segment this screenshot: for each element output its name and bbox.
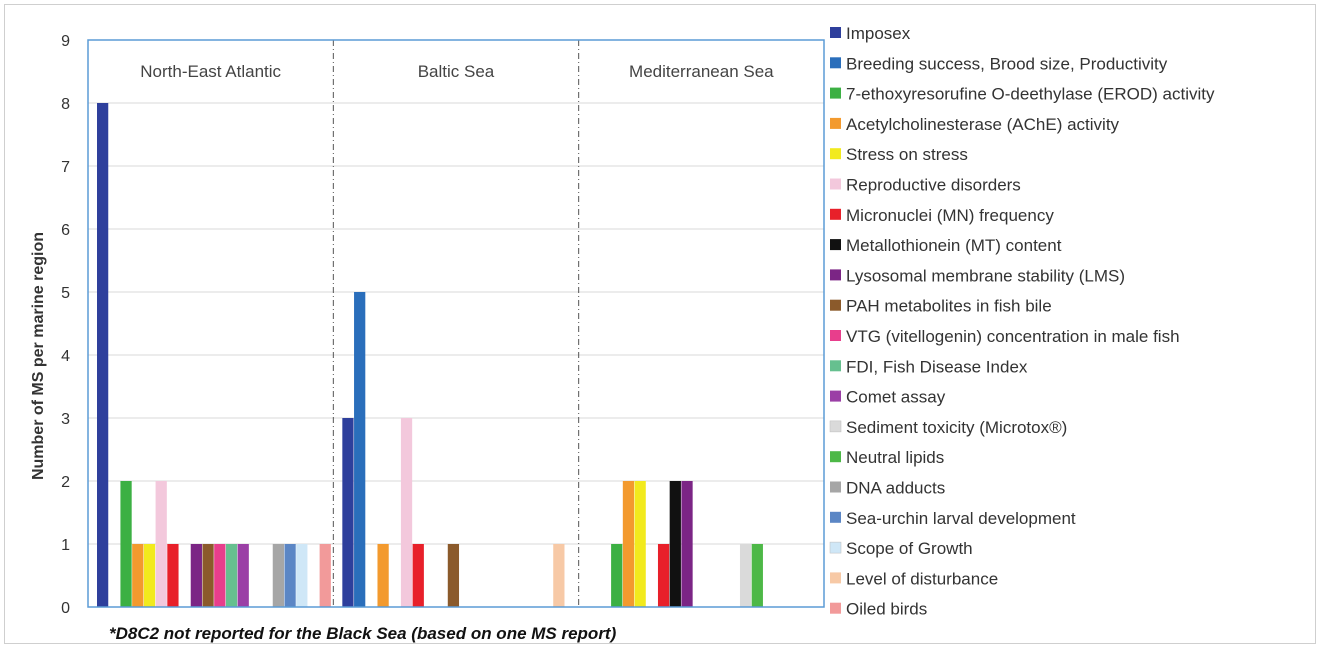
- bar: [97, 103, 109, 607]
- legend-swatch: [830, 269, 841, 281]
- y-tick-label: 4: [61, 348, 70, 365]
- bar: [751, 544, 763, 607]
- legend: Imposex Breeding success, Brood size, Pro…: [829, 24, 1215, 619]
- legend-label: Acetylcholinesterase (AChE) activity: [846, 115, 1120, 134]
- legend-label: PAH metabolites in fish bile: [846, 297, 1052, 316]
- y-ticks: 0 1 2 3 4 5 6 7 8 9: [61, 33, 70, 617]
- legend-label: Breeding success, Brood size, Productivi…: [846, 54, 1168, 73]
- legend-swatch: [830, 87, 841, 99]
- legend-label: Level of disturbance: [846, 569, 998, 588]
- legend-swatch: [830, 117, 841, 129]
- bar: [284, 544, 296, 607]
- y-tick-label: 3: [61, 411, 70, 428]
- legend-swatch: [830, 178, 841, 190]
- y-tick-label: 5: [61, 285, 70, 302]
- bar: [657, 544, 670, 607]
- y-tick-label: 7: [61, 159, 70, 176]
- bar: [132, 544, 144, 607]
- legend-label: FDI, Fish Disease Index: [846, 357, 1028, 376]
- region-label: Baltic Sea: [418, 62, 495, 81]
- bar: [319, 544, 331, 607]
- bar: [120, 481, 132, 607]
- region-label: Mediterranean Sea: [629, 62, 774, 81]
- legend-swatch: [830, 511, 841, 523]
- legend-label: DNA adducts: [846, 479, 945, 498]
- legend-swatch: [830, 330, 841, 341]
- legend-swatch: [829, 541, 842, 554]
- legend-swatch: [830, 299, 841, 311]
- plot-frame: [87, 39, 825, 608]
- bar: [400, 418, 413, 607]
- legend-swatch: [830, 27, 841, 38]
- legend-label: Scope of Growth: [846, 539, 973, 558]
- region-label: North-East Atlantic: [140, 62, 281, 81]
- bar: [296, 544, 308, 607]
- bar: [190, 544, 202, 607]
- outer-frame: [4, 4, 1316, 644]
- y-axis-label: Number of MS per marine region: [30, 232, 47, 480]
- legend-label: Oiled birds: [846, 600, 927, 619]
- legend-label: Sediment toxicity (Microtox®): [846, 418, 1067, 437]
- legend-swatch: [830, 481, 841, 493]
- legend-label: Stress on stress: [846, 145, 968, 164]
- legend-label: Lysosomal membrane stability (LMS): [846, 266, 1125, 285]
- legend-swatch: [830, 572, 841, 584]
- legend-label: Reproductive disorders: [846, 176, 1021, 195]
- legend-swatch: [830, 602, 841, 614]
- bar: [354, 292, 366, 607]
- bar: [377, 544, 389, 607]
- legend-swatch: [830, 451, 841, 463]
- legend-label: Neutral lipids: [846, 448, 944, 467]
- bar: [553, 544, 565, 607]
- bar: [167, 544, 179, 607]
- bar: [155, 481, 167, 607]
- bar: [202, 544, 214, 607]
- legend-swatch: [830, 208, 841, 220]
- bar: [634, 481, 646, 607]
- legend-label: 7-ethoxyresorufine O-deethylase (EROD) a…: [846, 85, 1215, 104]
- legend-label: VTG (vitellogenin) concentration in male…: [846, 327, 1180, 346]
- region-labels: North-East Atlantic Baltic Sea Mediterrane…: [140, 62, 774, 81]
- bar: [412, 544, 424, 607]
- y-tick-label: 6: [61, 222, 70, 239]
- bar: [272, 544, 284, 607]
- bar: [447, 544, 460, 607]
- bar: [225, 544, 238, 607]
- legend-swatch: [830, 360, 841, 372]
- legend-label: Micronuclei (MN) frequency: [846, 206, 1054, 225]
- y-tick-label: 0: [61, 600, 70, 617]
- legend-label: Comet assay: [846, 388, 946, 407]
- bar: [143, 544, 156, 607]
- bar: [669, 481, 681, 607]
- y-tick-label: 2: [61, 474, 70, 491]
- bar: [342, 418, 354, 607]
- y-tick-label: 8: [61, 96, 70, 113]
- bar: [214, 544, 226, 607]
- legend-swatch: [830, 239, 841, 251]
- legend-swatch: [829, 420, 842, 433]
- legend-label: Metallothionein (MT) content: [846, 236, 1062, 255]
- bar: [611, 544, 623, 607]
- bar: [237, 544, 249, 607]
- bar: [739, 544, 752, 607]
- legend-label: Sea-urchin larval development: [846, 509, 1076, 528]
- y-tick-label: 1: [61, 537, 70, 554]
- plot-border: [87, 39, 825, 608]
- legend-label: Imposex: [846, 24, 911, 43]
- footnote: *D8C2 not reported for the Black Sea (ba…: [109, 624, 617, 643]
- legend-swatch: [830, 57, 841, 69]
- legend-swatch: [830, 390, 841, 402]
- legend-swatch: [830, 148, 841, 160]
- bars: [97, 103, 763, 607]
- y-tick-label: 9: [61, 33, 70, 50]
- bar: [622, 481, 635, 607]
- bar: [681, 481, 693, 607]
